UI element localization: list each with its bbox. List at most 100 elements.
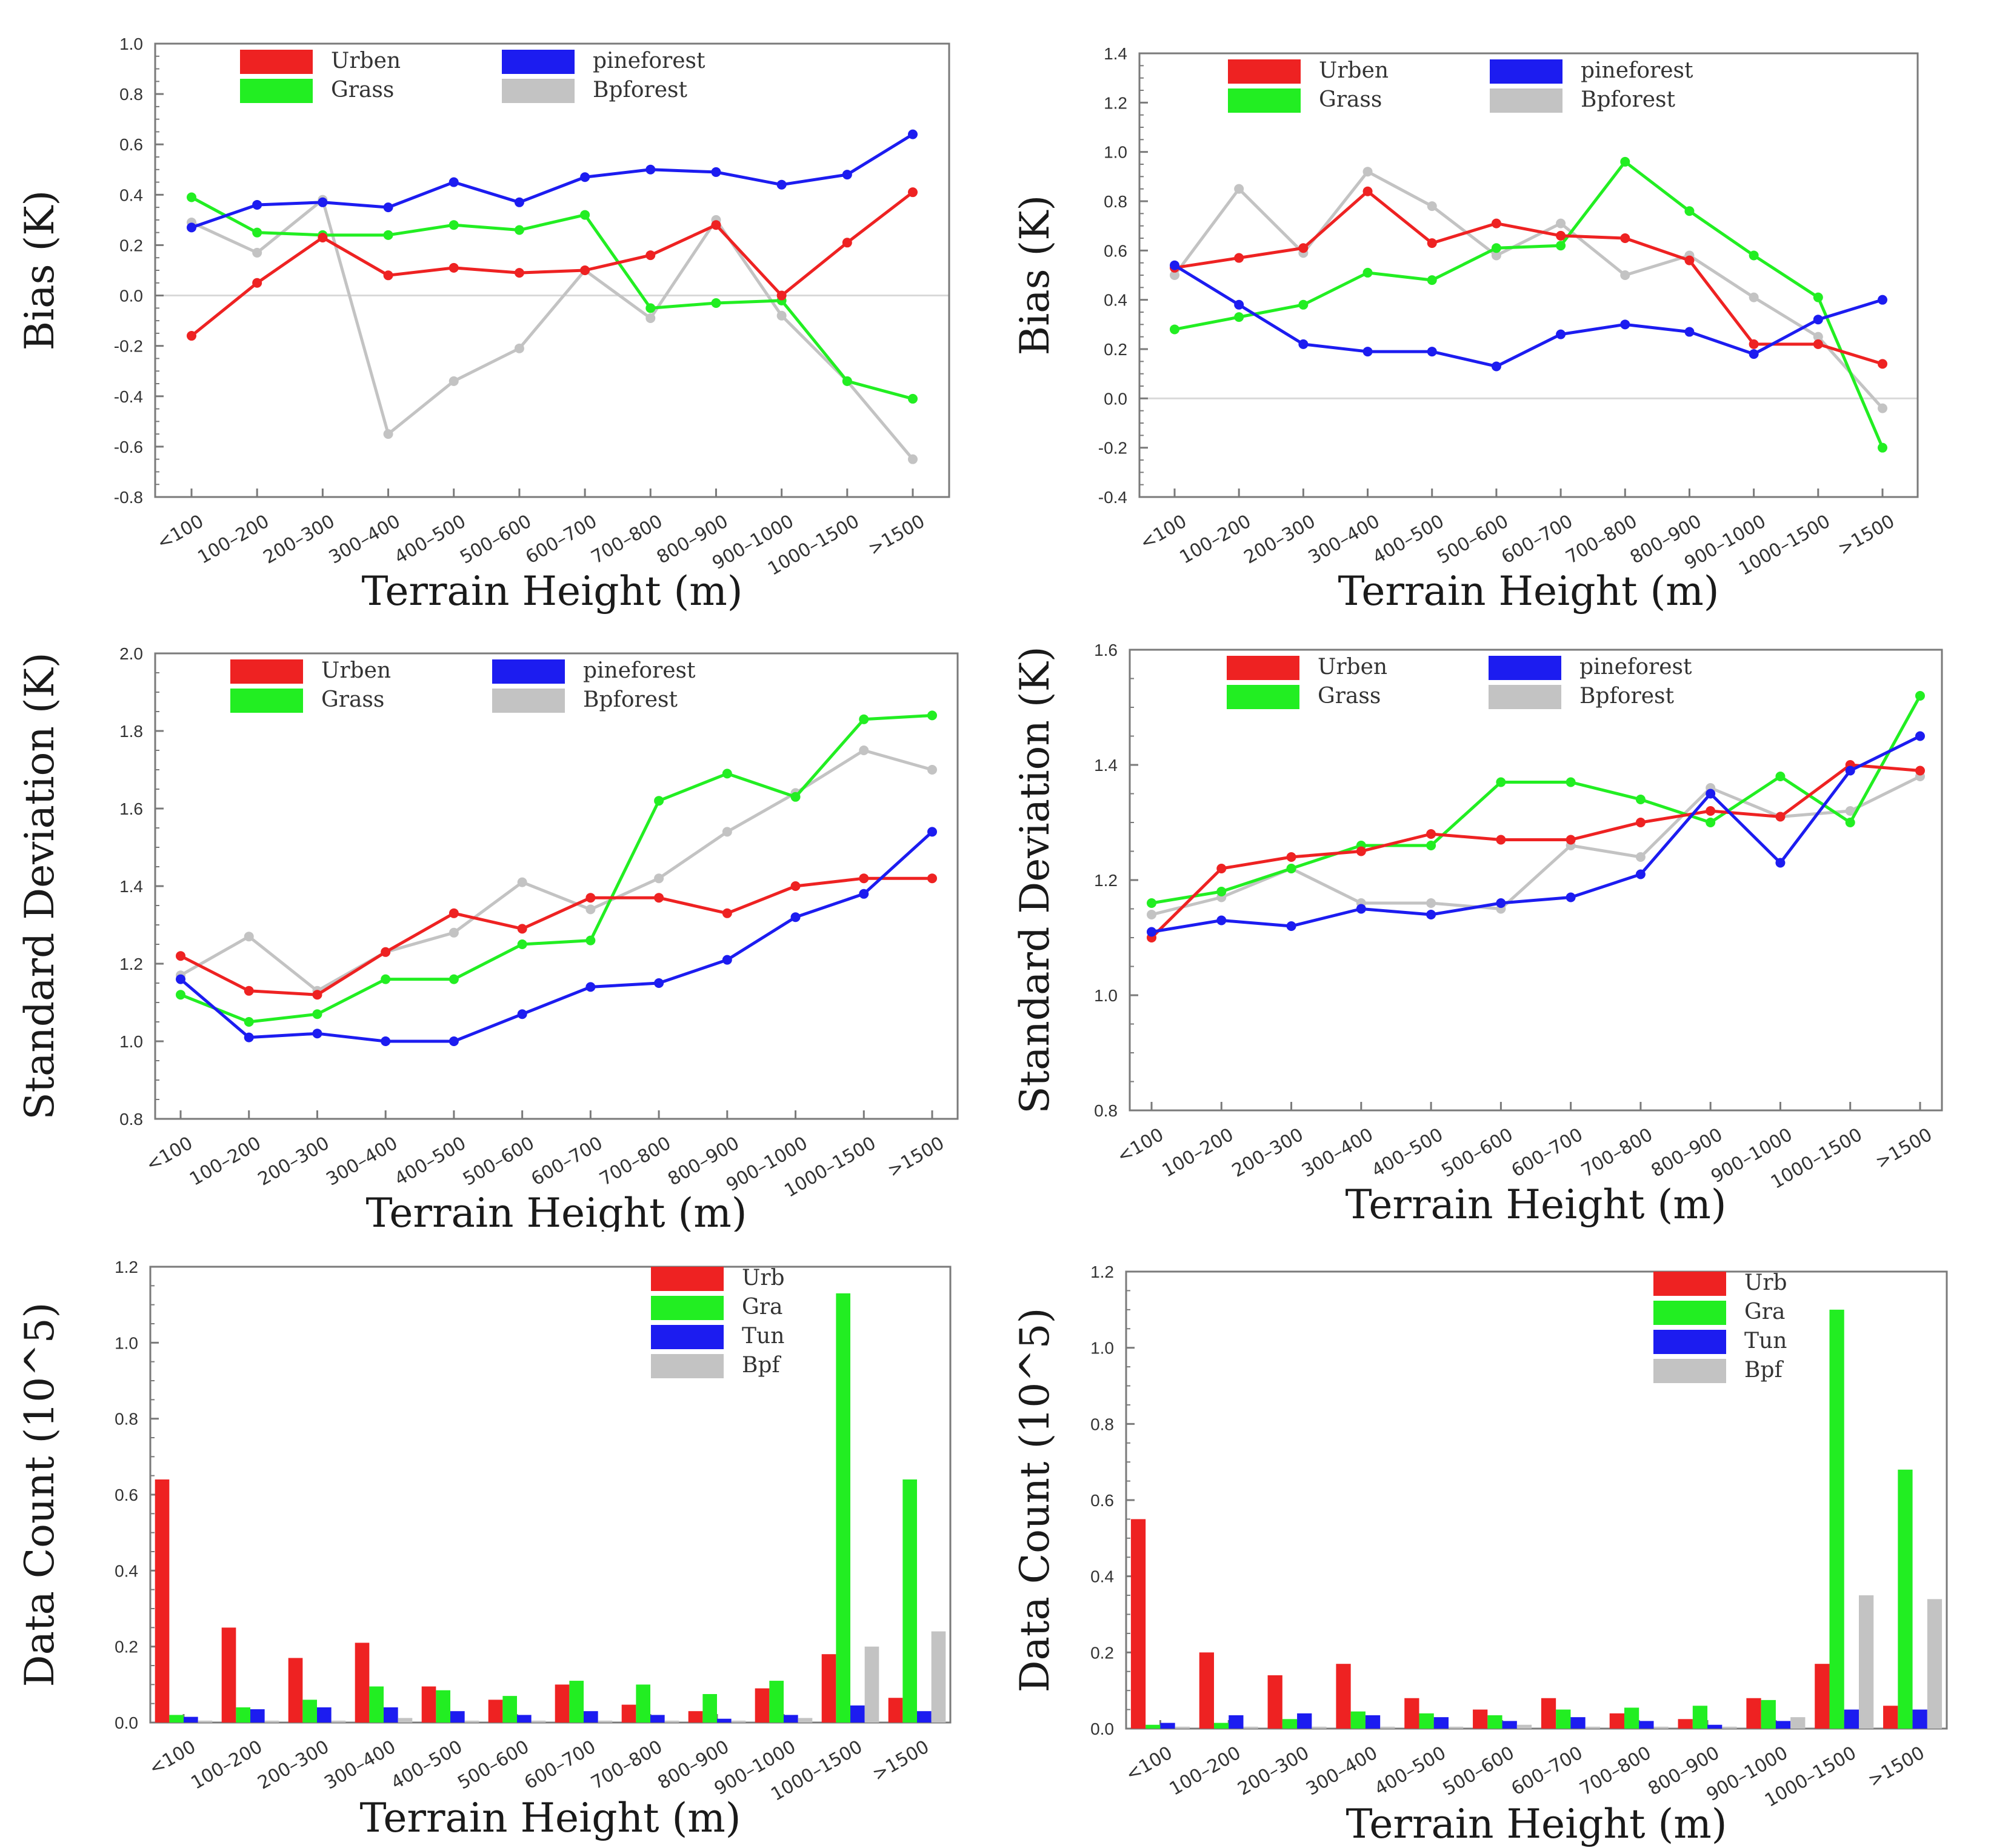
- y-tick-label: 1.0: [119, 35, 143, 53]
- bar-gra: [1624, 1707, 1639, 1729]
- data-point-urben: [312, 990, 322, 1000]
- x-tick-label: 300–400: [325, 511, 404, 569]
- bar-tun: [650, 1715, 665, 1723]
- y-tick-label: -0.8: [114, 488, 143, 507]
- y-tick-label: 0.4: [1090, 1567, 1114, 1586]
- x-tick-label: 100–200: [1176, 511, 1255, 569]
- x-tick-label: 300–400: [1302, 1743, 1381, 1800]
- data-point-urben: [449, 262, 459, 273]
- data-point-bpforest: [859, 746, 869, 755]
- data-point-urben: [244, 986, 254, 996]
- legend-label-bpf: Bpf: [742, 1353, 782, 1378]
- data-point-pineforest: [187, 222, 196, 233]
- y-tick-label: 0.4: [119, 185, 143, 204]
- series-bpf: [198, 1631, 946, 1723]
- data-point-bpforest: [1813, 332, 1823, 342]
- data-point-pineforest: [1915, 731, 1925, 741]
- data-point-pineforest: [1147, 927, 1156, 937]
- bar-bpf: [1449, 1726, 1464, 1729]
- legend-label-grass: Grass: [1318, 684, 1381, 709]
- data-point-pineforest: [312, 1029, 322, 1039]
- bar-gra: [1556, 1709, 1571, 1729]
- legend-swatch-urben: [1227, 656, 1299, 680]
- legend-swatch-gra: [651, 1296, 724, 1320]
- x-tick-label: 200–300: [254, 1736, 333, 1794]
- bar-tun: [584, 1711, 598, 1723]
- legend: Urben Grass pineforest Bpforest: [230, 658, 696, 713]
- bar-bpf: [1927, 1599, 1943, 1729]
- data-point-bpforest: [1620, 270, 1630, 280]
- data-point-urben: [580, 265, 590, 275]
- series-line-bpforest: [1173, 170, 1884, 410]
- legend-label-urben: Urben: [1318, 655, 1387, 679]
- series-bpforest: [176, 746, 937, 996]
- data-point-grass: [252, 227, 262, 238]
- bar-gra: [502, 1696, 517, 1723]
- legend: Urb Gra Tun Bpf: [651, 1266, 785, 1378]
- bar-gra: [1487, 1715, 1502, 1729]
- y-tick-label: 1.0: [115, 1333, 138, 1352]
- y-axis: 0.8 1.0 1.2 1.4 1.6: [1094, 641, 1138, 1120]
- y-tick-label: 0.2: [119, 236, 143, 255]
- y-tick-label: -0.2: [114, 337, 143, 356]
- data-point-grass: [517, 939, 527, 949]
- data-point-urben: [1620, 233, 1630, 243]
- data-point-urben: [1684, 255, 1695, 265]
- data-point-urben: [1635, 818, 1646, 827]
- data-point-grass: [1427, 275, 1437, 285]
- bar-gra: [236, 1707, 250, 1723]
- data-point-pineforest: [1286, 921, 1296, 931]
- bar-gra: [1213, 1723, 1229, 1729]
- legend-swatch-urben: [240, 50, 313, 74]
- x-axis-title: Terrain Height (m): [1338, 568, 1719, 615]
- legend-swatch-urb: [1653, 1272, 1726, 1296]
- series-line-urben: [179, 876, 932, 996]
- legend-swatch-pineforest: [492, 659, 565, 684]
- data-point-pineforest: [585, 982, 596, 992]
- legend-label-tun: Tun: [742, 1324, 784, 1349]
- data-point-urben: [1298, 243, 1309, 253]
- bar-gra: [1761, 1700, 1776, 1729]
- x-axis-title: Terrain Height (m): [1345, 1181, 1726, 1228]
- data-point-grass: [1620, 156, 1630, 167]
- legend-swatch-urben: [1228, 59, 1301, 84]
- data-point-bpforest: [722, 827, 732, 837]
- y-tick-label: 0.8: [1104, 192, 1127, 211]
- series-urben: [1170, 186, 1887, 369]
- legend-label-gra: Gra: [742, 1295, 782, 1319]
- y-tick-label: -0.6: [114, 438, 143, 456]
- data-point-pineforest: [514, 197, 524, 207]
- legend: Urben Grass pineforest Bpforest: [240, 48, 705, 103]
- data-point-urben: [1915, 766, 1925, 776]
- bar-bpf: [1380, 1726, 1395, 1729]
- data-point-grass: [1298, 299, 1309, 310]
- data-point-grass: [1491, 243, 1501, 253]
- data-point-pineforest: [1216, 915, 1227, 926]
- bar-urb: [355, 1643, 370, 1723]
- bar-gra: [169, 1715, 184, 1723]
- y-tick-label: 0.8: [1094, 1101, 1118, 1120]
- legend-swatch-grass: [230, 689, 303, 713]
- bar-tun: [1639, 1721, 1654, 1729]
- bar-urb: [1541, 1698, 1556, 1729]
- bar-bpf: [531, 1720, 546, 1723]
- x-tick-label: 200–300: [1241, 511, 1319, 569]
- bar-urb: [488, 1700, 503, 1723]
- legend-label-grass: Grass: [331, 78, 394, 102]
- x-axis-title: Terrain Height (m): [1346, 1801, 1727, 1847]
- data-point-bpforest: [1556, 218, 1566, 228]
- bar-gra: [1282, 1719, 1298, 1729]
- x-tick-label: <100: [142, 1133, 196, 1176]
- data-point-pineforest: [449, 1036, 459, 1046]
- bar-urb: [1199, 1652, 1214, 1729]
- x-tick-label: 700–800: [587, 1736, 666, 1794]
- data-point-bpforest: [585, 904, 596, 915]
- y-tick-label: -0.4: [114, 387, 143, 406]
- x-tick-label: 100–200: [186, 1133, 265, 1190]
- y-tick-label: 1.0: [1094, 986, 1118, 1005]
- y-tick-label: 1.2: [119, 955, 143, 973]
- plot-frame: [1138, 52, 1919, 498]
- data-point-grass: [1426, 841, 1436, 850]
- bar-tun: [1229, 1715, 1244, 1729]
- bar-gra: [702, 1694, 717, 1723]
